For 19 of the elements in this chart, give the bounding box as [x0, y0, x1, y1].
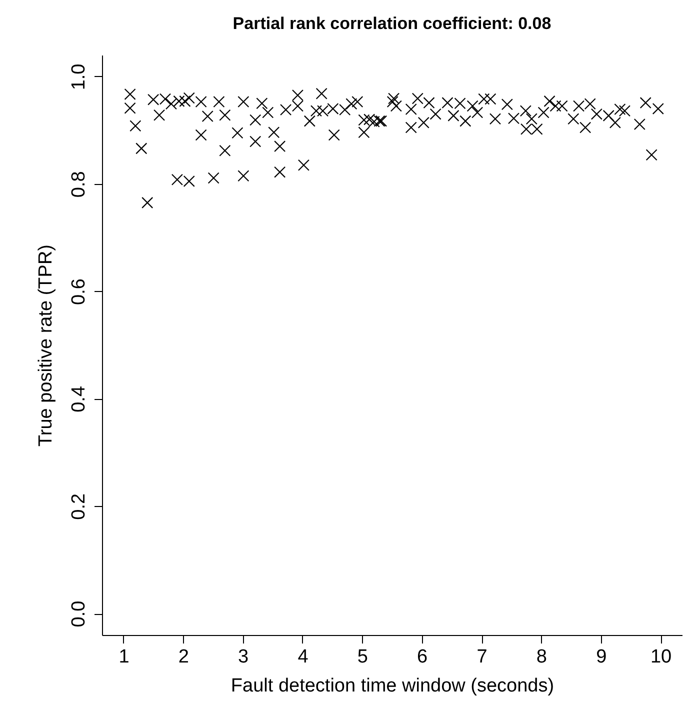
x-axis-title: Fault detection time window (seconds): [230, 676, 554, 696]
y-axis-title: True positive rate (TPR): [36, 244, 56, 447]
x-tick-label: 7: [476, 646, 488, 668]
x-tick-label: 3: [238, 646, 249, 668]
x-tick-label: 10: [650, 646, 672, 668]
x-tick-label: 6: [417, 646, 428, 668]
y-tick-label: 0.8: [68, 171, 90, 198]
y-tick-label: 0.2: [68, 493, 90, 520]
y-tick-label: 0.6: [68, 278, 90, 306]
x-tick-label: 2: [178, 646, 189, 668]
y-tick-label: 1.0: [68, 64, 90, 90]
x-tick-label: 1: [118, 646, 130, 668]
y-tick-label: 0.0: [68, 600, 90, 628]
x-tick-label: 9: [596, 646, 607, 668]
x-tick-label: 4: [298, 646, 309, 668]
chart-title: Partial rank correlation coefficient: 0.08: [232, 14, 552, 33]
x-tick-label: 8: [536, 646, 547, 668]
y-tick-label: 0.4: [68, 386, 90, 412]
x-tick-label: 5: [357, 646, 368, 668]
